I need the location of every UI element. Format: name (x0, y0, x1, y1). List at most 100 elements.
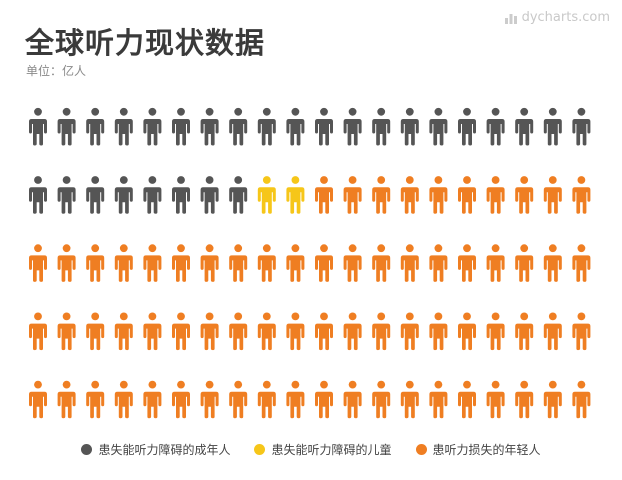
person-icon (257, 107, 276, 146)
person-icon (286, 312, 305, 351)
legend-item[interactable]: 患失能听力障碍的儿童 (254, 441, 392, 458)
person-icon (543, 176, 562, 214)
chart-subtitle: 单位：亿人 (26, 64, 87, 78)
person-icon (315, 176, 333, 214)
person-icon (400, 312, 419, 351)
person-icon (143, 107, 162, 146)
person-icon (543, 312, 562, 351)
person-icon (257, 312, 276, 351)
person-icon (200, 107, 219, 146)
person-icon (229, 380, 248, 419)
person-icon (572, 107, 591, 146)
pictogram-grid (29, 107, 591, 419)
person-icon (114, 107, 133, 146)
person-icon (343, 107, 362, 146)
person-icon (543, 380, 562, 419)
person-icon (57, 312, 76, 351)
person-icon (172, 380, 190, 419)
person-icon (515, 380, 534, 419)
person-icon (29, 312, 47, 351)
person-icon (372, 107, 391, 146)
person-icon (172, 244, 190, 282)
person-icon (486, 244, 505, 282)
person-icon (143, 380, 162, 419)
person-icon (86, 176, 105, 214)
person-icon (29, 244, 47, 282)
person-icon (400, 244, 419, 282)
person-icon (400, 176, 419, 214)
legend-item[interactable]: 患听力损失的年轻人 (415, 441, 541, 458)
watermark: dycharts.com (504, 10, 610, 25)
person-icon (458, 176, 476, 214)
person-icon (257, 380, 276, 419)
person-icon (229, 107, 248, 146)
person-icon (200, 244, 219, 282)
person-icon (343, 244, 362, 282)
person-icon (114, 176, 133, 214)
person-icon (429, 380, 448, 419)
person-icon (172, 176, 190, 214)
person-icon (400, 380, 419, 419)
person-icon (486, 176, 505, 214)
legend-dot-icon (415, 444, 427, 455)
person-icon (486, 380, 505, 419)
person-icon (57, 176, 76, 214)
person-icon (86, 380, 105, 419)
person-icon (200, 176, 219, 214)
person-icon (486, 107, 505, 146)
person-icon (543, 107, 562, 146)
person-icon (515, 176, 534, 214)
watermark-text: dycharts.com (521, 10, 610, 25)
person-icon (200, 312, 219, 351)
legend-label: 患失能听力障碍的成年人 (98, 443, 231, 457)
person-icon (572, 380, 591, 419)
person-icon (29, 107, 47, 146)
person-icon (572, 312, 591, 351)
person-icon (229, 176, 248, 214)
person-icon (172, 107, 190, 146)
legend: 患失能听力障碍的成年人 患失能听力障碍的儿童 患听力损失的年轻人 (0, 441, 622, 458)
dycharts-logo-icon (504, 13, 517, 24)
person-icon (29, 176, 47, 214)
person-icon (57, 244, 76, 282)
person-icon (257, 176, 276, 214)
person-icon (458, 244, 476, 282)
person-icon (114, 244, 133, 282)
person-icon (57, 107, 76, 146)
person-icon (114, 380, 133, 419)
legend-item[interactable]: 患失能听力障碍的成年人 (81, 441, 230, 458)
person-icon (315, 380, 333, 419)
person-icon (372, 312, 391, 351)
legend-label: 患失能听力障碍的儿童 (271, 443, 392, 457)
person-icon (143, 176, 162, 214)
legend-dot-icon (254, 444, 266, 455)
person-icon (486, 312, 505, 351)
person-icon (429, 107, 448, 146)
person-icon (86, 107, 105, 146)
person-icon (458, 380, 476, 419)
person-icon (315, 312, 333, 351)
person-icon (515, 107, 534, 146)
chart-title: 全球听力现状数据 (25, 26, 266, 60)
person-icon (458, 107, 476, 146)
person-icon (286, 176, 305, 214)
person-icon (372, 244, 391, 282)
person-icon (429, 244, 448, 282)
person-icon (86, 312, 105, 351)
person-icon (429, 312, 448, 351)
person-icon (572, 244, 591, 282)
person-icon (429, 176, 448, 214)
person-icon (57, 380, 76, 419)
person-icon (572, 176, 591, 214)
person-icon (200, 380, 219, 419)
person-icon (286, 107, 305, 146)
person-icon (286, 380, 305, 419)
person-icon (143, 312, 162, 351)
person-icon (315, 107, 333, 146)
person-icon (515, 312, 534, 351)
person-icon (172, 312, 190, 351)
person-icon (229, 244, 248, 282)
person-icon (343, 176, 362, 214)
person-icon (143, 244, 162, 282)
person-icon (372, 176, 391, 214)
